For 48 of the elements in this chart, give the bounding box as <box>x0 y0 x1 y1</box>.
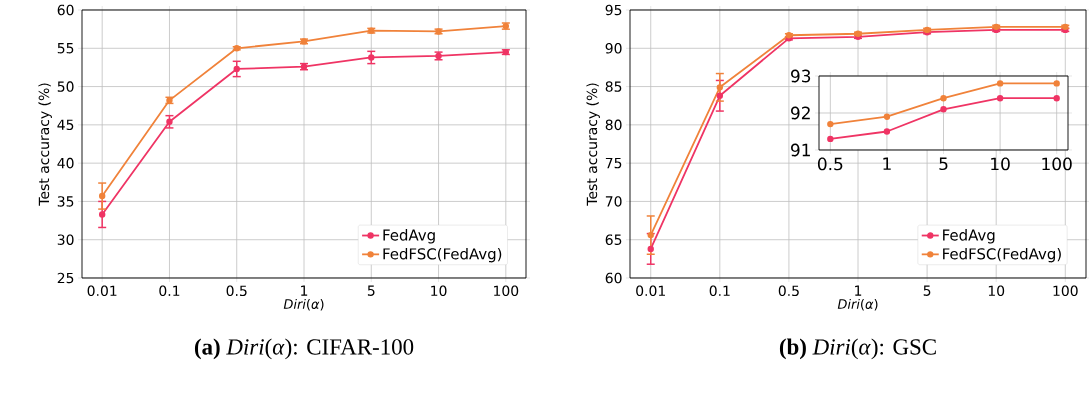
y-tick-label: 45 <box>57 119 74 131</box>
x-tick-label: 1 <box>301 285 308 296</box>
y-tick-label: 60 <box>57 4 74 16</box>
y-tick-label: 92 <box>791 106 810 120</box>
x-tick-label: 0.5 <box>817 157 843 171</box>
y-axis-title: Test accuracy (%) <box>586 83 600 206</box>
y-tick-label: 65 <box>605 234 622 245</box>
y-tick-label: 35 <box>57 196 74 207</box>
y-tick-label: 85 <box>605 81 622 92</box>
y-tick-label: 75 <box>605 157 622 169</box>
y-tick-label: 30 <box>57 234 74 245</box>
x-tick-label: 100 <box>1042 157 1072 171</box>
x-tick-label: 1 <box>855 285 862 296</box>
x-tick-label: 10 <box>991 157 1010 171</box>
x-tick-label: 5 <box>923 285 931 296</box>
y-axis-title: Test accuracy (%) <box>38 83 52 206</box>
y-tick-label: 90 <box>605 43 622 54</box>
y-tick-label: 70 <box>605 196 622 207</box>
y-tick-label: 60 <box>605 272 622 284</box>
y-tick-label: 91 <box>791 143 810 157</box>
legend-label: FedFSC(FedAvg) <box>943 247 1061 263</box>
x-axis-title: Diri(α) <box>283 298 324 311</box>
y-tick-label: 40 <box>57 157 74 169</box>
y-tick-label: 50 <box>57 81 74 92</box>
x-tick-label: 0.5 <box>226 285 247 297</box>
y-tick-label: 55 <box>57 43 74 54</box>
x-tick-label: 100 <box>1053 285 1078 297</box>
x-tick-label: 0.1 <box>709 285 730 297</box>
x-tick-label: 100 <box>494 285 519 297</box>
x-tick-label: 1 <box>883 157 891 170</box>
x-tick-label: 0.01 <box>87 285 117 297</box>
x-tick-label: 10 <box>988 285 1005 297</box>
x-tick-label: 5 <box>367 285 375 296</box>
y-tick-label: 80 <box>605 119 622 131</box>
y-tick-label: 93 <box>791 69 811 83</box>
x-tick-label: 0.5 <box>778 285 799 297</box>
y-tick-label: 25 <box>57 272 74 284</box>
legend-label: FedAvg <box>383 229 435 244</box>
legend-label: FedAvg <box>943 229 995 244</box>
y-tick-label: 95 <box>605 4 622 16</box>
legend-label: FedFSC(FedAvg) <box>383 247 502 263</box>
x-tick-label: 0.01 <box>636 285 665 297</box>
x-tick-label: 5 <box>939 157 948 171</box>
text: (a) Diri(α): CIFAR-100 <box>194 338 414 360</box>
x-tick-label: 10 <box>431 285 447 297</box>
text: (b) Diri(α): GSC <box>779 338 936 360</box>
x-tick-label: 0.1 <box>159 285 180 297</box>
x-axis-title: Diri(α) <box>837 298 878 311</box>
